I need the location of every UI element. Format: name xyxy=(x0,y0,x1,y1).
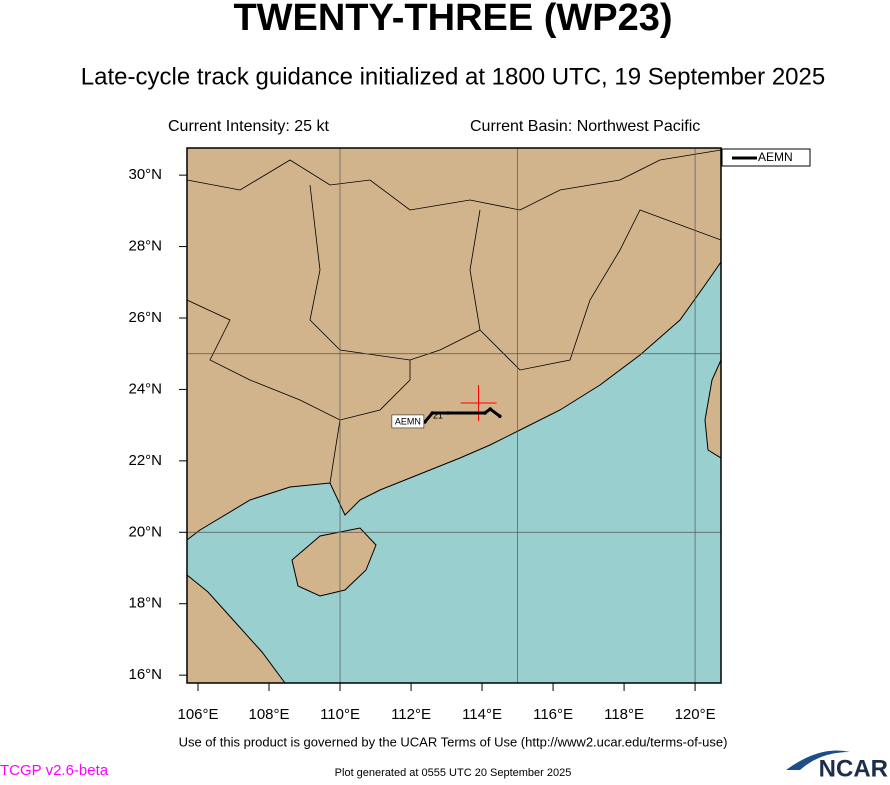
current-basin: Current Basin: Northwest Pacific xyxy=(470,118,700,135)
track-line xyxy=(423,407,501,423)
track-label-box xyxy=(391,414,425,429)
x-tick-label: 118°E xyxy=(604,706,644,723)
version: TCGP v2.6-beta xyxy=(0,762,109,779)
x-tick-label: 116°E xyxy=(533,706,573,723)
y-tick-label: 18°N xyxy=(128,595,162,612)
y-tick-label: 26°N xyxy=(128,309,162,326)
track-point xyxy=(483,411,487,415)
legend-label: AEMN xyxy=(758,150,793,164)
province-border xyxy=(187,149,721,211)
y-tick-label: 22°N xyxy=(128,452,162,469)
logo-arc xyxy=(786,750,850,770)
x-tick-label: 114°E xyxy=(462,706,502,723)
frame xyxy=(186,147,722,684)
logo: NCAR xyxy=(819,755,888,780)
track-point xyxy=(488,407,493,411)
x-tick-label: 112°E xyxy=(391,706,431,723)
y-tick-label: 28°N xyxy=(128,238,162,255)
track-label: AEMN xyxy=(395,416,421,426)
x-tick-label: 106°E xyxy=(177,706,218,723)
province-border xyxy=(479,209,721,371)
generated: Plot generated at 0555 UTC 20 September … xyxy=(335,767,572,779)
point-label: 21 xyxy=(433,410,443,420)
subtitle: Late-cycle track guidance initialized at… xyxy=(81,63,825,90)
title: TWENTY-THREE (WP23) xyxy=(233,0,672,39)
province-border xyxy=(187,299,411,421)
track-point xyxy=(430,411,435,415)
x-tick-label: 110°E xyxy=(320,706,360,723)
current-intensity: Current Intensity: 25 kt xyxy=(168,118,330,135)
y-tick-label: 30°N xyxy=(128,166,162,183)
x-tick-label: 120°E xyxy=(675,706,716,723)
track-point xyxy=(498,414,502,419)
map xyxy=(187,148,721,683)
footer: Use of this product is governed by the U… xyxy=(179,734,728,749)
y-tick-label: 16°N xyxy=(128,666,162,683)
x-tick-label: 108°E xyxy=(249,706,290,723)
track-point xyxy=(446,411,450,415)
taiwan xyxy=(704,359,721,459)
y-tick-label: 20°N xyxy=(128,523,162,540)
province-border xyxy=(329,419,341,484)
hainan xyxy=(291,527,377,597)
y-tick-label: 24°N xyxy=(128,380,162,397)
legend-box xyxy=(721,148,811,167)
